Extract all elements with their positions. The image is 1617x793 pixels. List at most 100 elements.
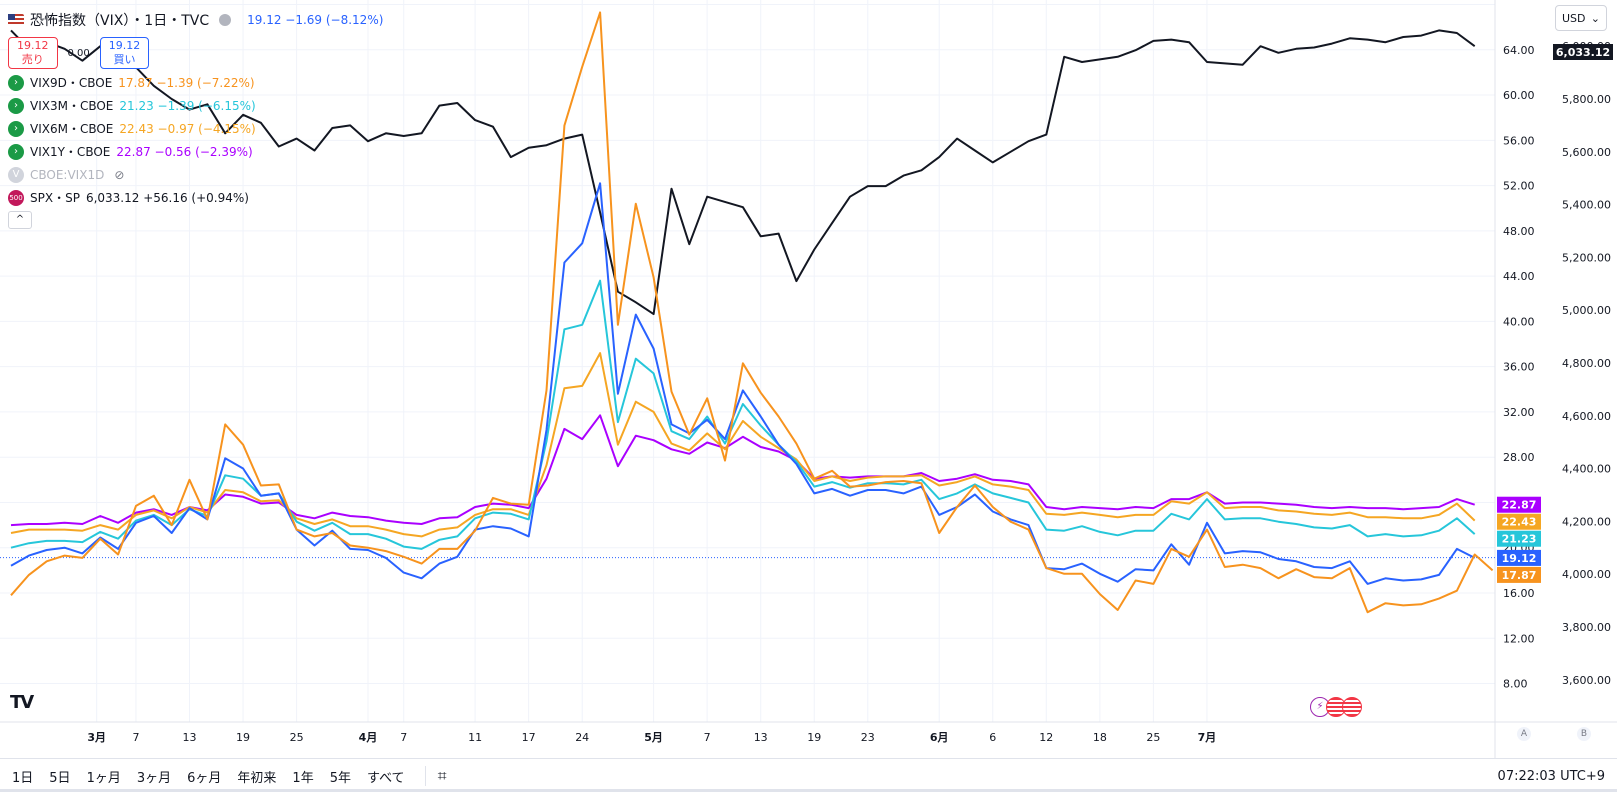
series-line-vix6m [10, 352, 1476, 538]
last-value-label-vix3m: 21.23 [1502, 533, 1537, 546]
last-value-badge-vix1y [1497, 496, 1541, 513]
legend: 恐怖指数（VIX）・1日・TVC 19.12 −1.69 (−8.12%) 19… [8, 8, 383, 229]
currency-label: USD [1562, 11, 1586, 25]
divider [424, 766, 426, 786]
range-1m[interactable]: 1ヶ月 [86, 770, 121, 786]
x-axis-tick-label: 19 [807, 731, 821, 744]
x-axis-tick-label: 18 [1093, 731, 1107, 744]
buy-price: 19.12 [108, 39, 141, 52]
market-status-icon[interactable] [219, 13, 232, 26]
tradingview-logo[interactable]: TV [10, 692, 34, 713]
scale-toggle-b[interactable]: B [1577, 727, 1591, 741]
us-flag-icon [8, 13, 24, 26]
legend-symbol: VIX9D・CBOE [30, 76, 113, 90]
x-axis-tick-label: 25 [1146, 731, 1160, 744]
range-3m[interactable]: 3ヶ月 [136, 770, 172, 786]
legend-item-vix3m[interactable]: › VIX3M・CBOE 21.23 −1.39 (−6.15%) [8, 94, 383, 117]
legend-item-vix9d[interactable]: › VIX9D・CBOE 17.87 −1.39 (−7.22%) [8, 71, 383, 94]
chevron-right-icon[interactable]: › [8, 97, 24, 114]
left-axis-tick-label: 16.00 [1503, 587, 1535, 600]
series-line-vix [10, 182, 1476, 585]
main-quote: 19.12 −1.69 (−8.12%) [247, 12, 384, 27]
lightning-icon[interactable]: ⚡ [1310, 697, 1330, 717]
chevron-right-icon[interactable]: › [8, 120, 24, 137]
sell-price: 19.12 [17, 39, 49, 52]
calendar-range-icon[interactable]: ⌗ [437, 766, 447, 785]
x-axis-tick-label: 5月 [644, 731, 663, 744]
legend-quote: 21.23 −1.39 (−6.15%) [119, 98, 256, 113]
left-axis-tick-label: 8.00 [1503, 678, 1528, 691]
spx-icon: 500 [8, 189, 24, 206]
series-line-vix1y [10, 414, 1476, 527]
collapse-legend-button[interactable]: ^ [8, 211, 32, 229]
legend-title-row: 恐怖指数（VIX）・1日・TVC 19.12 −1.69 (−8.12%) [8, 8, 383, 31]
range-ytd[interactable]: 年初来 [237, 770, 277, 786]
left-axis-tick-label: 64.00 [1503, 44, 1535, 57]
x-axis-tick-label: 17 [522, 731, 536, 744]
trade-box: 19.12 売り 0.00 19.12 買い [8, 35, 383, 71]
sell-button[interactable]: 19.12 売り [8, 37, 58, 69]
x-axis-tick-label: 25 [290, 731, 304, 744]
left-axis-tick-label: 48.00 [1503, 225, 1535, 238]
right-axis-tick-label: 4,000.00 [1562, 568, 1611, 581]
us-event-icon[interactable] [1342, 697, 1362, 717]
legend-item-vix1y[interactable]: › VIX1Y・CBOE 22.87 −0.56 (−2.39%) [8, 140, 383, 163]
currency-select[interactable]: USD ⌄ [1555, 5, 1607, 31]
legend-item-vix6m[interactable]: › VIX6M・CBOE 22.43 −0.97 (−4.15%) [8, 117, 383, 140]
left-axis-tick-label: 32.00 [1503, 406, 1535, 419]
last-value-badge-vix9d [1497, 566, 1541, 583]
legend-symbol: VIX3M・CBOE [30, 99, 114, 113]
range-5d[interactable]: 5日 [49, 770, 71, 786]
event-icons: ⚡ [1310, 697, 1362, 717]
x-axis-tick-label: 7 [132, 731, 139, 744]
buy-button[interactable]: 19.12 買い [99, 37, 150, 69]
x-axis-tick-label: 7月 [1198, 731, 1217, 744]
auto-scale-toggle[interactable]: A [1517, 727, 1531, 741]
last-value-badge-vix [1497, 549, 1541, 566]
right-axis-tick-label: 5,600.00 [1562, 146, 1611, 159]
right-axis-tick-label: 4,600.00 [1562, 410, 1611, 423]
legend-item-vix1d[interactable]: V CBOE:VIX1D ⊘ [8, 163, 383, 186]
left-axis-tick-label: 60.00 [1503, 89, 1535, 102]
x-axis-tick-label: 11 [468, 731, 482, 744]
x-axis-tick-label: 19 [236, 731, 250, 744]
bottom-divider [0, 789, 1617, 792]
sell-label: 売り [21, 53, 44, 66]
series-line-vix9d [10, 11, 1494, 614]
range-1y[interactable]: 1年 [292, 770, 314, 786]
last-value-badge-spx [1553, 44, 1613, 60]
right-axis-tick-label: 3,800.00 [1562, 621, 1611, 634]
legend-item-spx[interactable]: 500 SPX・SP 6,033.12 +56.16 (+0.94%) [8, 186, 383, 209]
range-5y[interactable]: 5年 [329, 770, 351, 786]
range-1d[interactable]: 1日 [12, 770, 34, 786]
x-axis-tick-label: 13 [754, 731, 768, 744]
buy-label: 買い [113, 53, 136, 66]
left-axis-tick-label: 12.00 [1503, 632, 1535, 645]
legend-symbol: VIX6M・CBOE [30, 122, 114, 136]
legend-quote: 17.87 −1.39 (−7.22%) [118, 75, 255, 90]
x-axis-tick-label: 23 [861, 731, 875, 744]
bottom-toolbar: 1日 5日 1ヶ月 3ヶ月 6ヶ月 年初来 1年 5年 すべて ⌗ 07:22:… [0, 758, 1617, 793]
chevron-down-icon: ⌄ [1590, 11, 1600, 25]
range-all[interactable]: すべて [366, 770, 405, 786]
eye-hidden-icon[interactable]: ⊘ [114, 167, 125, 182]
series-line-spx [10, 29, 1476, 316]
right-axis-tick-label: 3,600.00 [1562, 674, 1611, 687]
left-axis-tick-label: 36.00 [1503, 361, 1535, 374]
range-6m[interactable]: 6ヶ月 [187, 770, 222, 786]
legend-symbol: CBOE:VIX1D [30, 167, 105, 182]
last-value-label-spx: 6,033.12 [1556, 46, 1610, 59]
vix1d-icon: V [8, 166, 24, 183]
clock[interactable]: 07:22:03 UTC+9 [1497, 768, 1605, 784]
chevron-right-icon[interactable]: › [8, 74, 24, 91]
chart-title: 恐怖指数（VIX）・1日・TVC [30, 12, 210, 29]
left-axis-tick-label: 40.00 [1503, 315, 1535, 328]
right-axis-tick-label: 5,000.00 [1562, 304, 1611, 317]
spread-value: 0.00 [67, 47, 90, 59]
left-axis-tick-label: 56.00 [1503, 134, 1535, 147]
legend-symbol: SPX・SP [30, 191, 80, 205]
legend-quote: 6,033.12 +56.16 (+0.94%) [85, 190, 249, 205]
right-axis-tick-label: 5,800.00 [1562, 93, 1611, 106]
chevron-right-icon[interactable]: › [8, 143, 24, 160]
